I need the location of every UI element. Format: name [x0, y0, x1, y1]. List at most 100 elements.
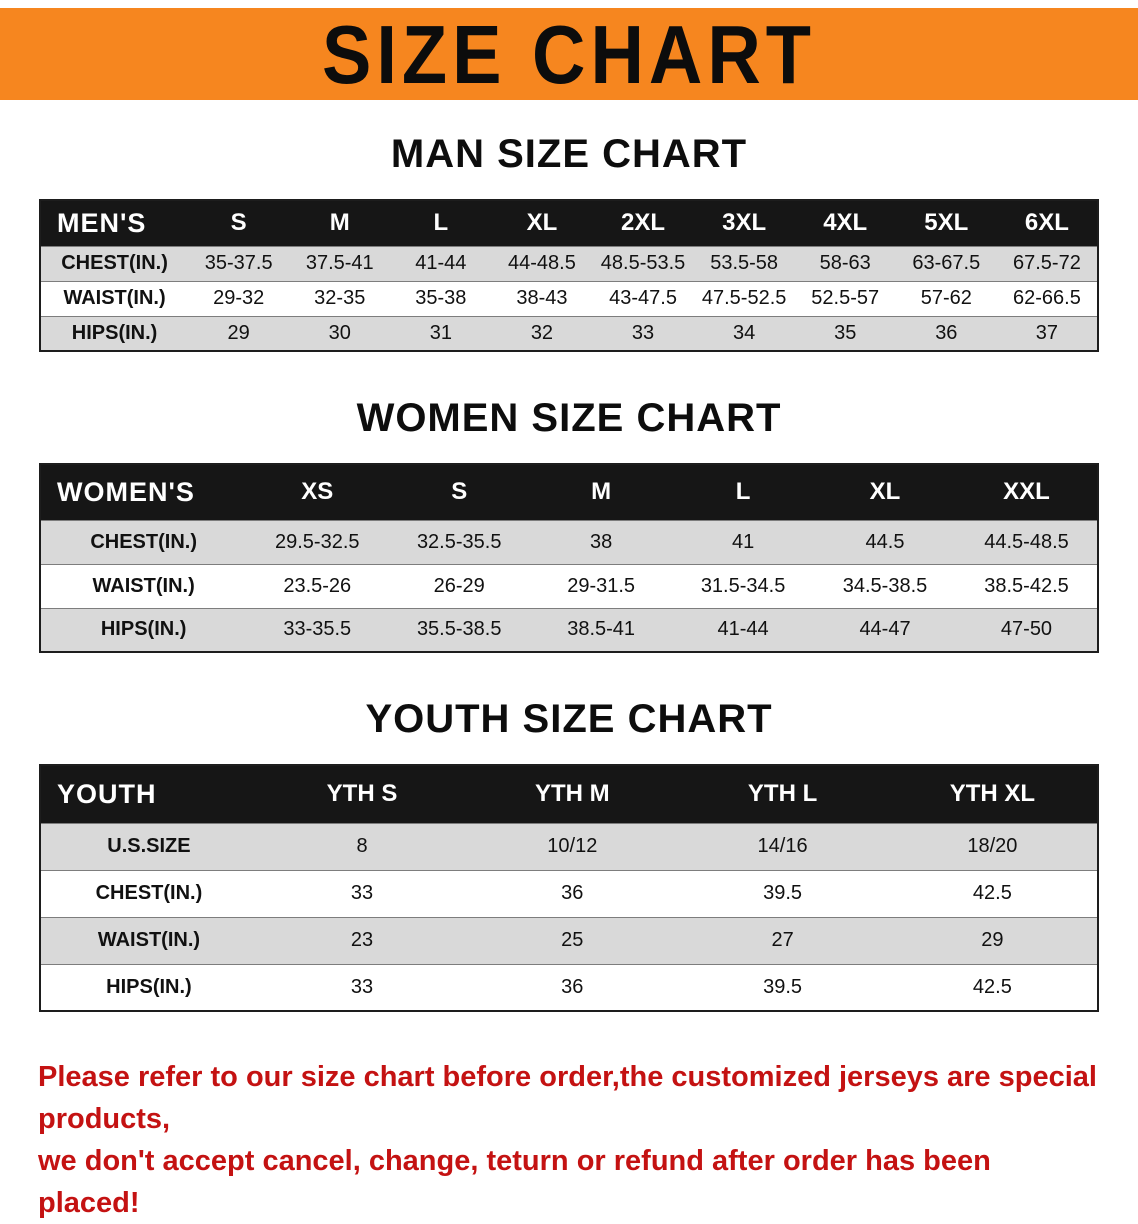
size-value: 47-50 — [1000, 618, 1053, 641]
women-size-table: WOMEN'S XS S M L XL XXL CHEST(IN.) 29.5-32.5 32.5… — [39, 463, 1099, 653]
size-value: 63-67.5 — [912, 252, 981, 274]
size-value: 30 — [328, 321, 351, 344]
banner-title: SIZE CHART — [322, 7, 816, 101]
men-size-table: MEN'S S M L XL 2XL 3XL 4XL 5XL 6XL CHEST(IN.) 35-37… — [39, 199, 1099, 352]
size-value: 39.5 — [763, 975, 803, 998]
table-row: HIPS(IN.) 33 36 39.5 42.5 — [40, 964, 1098, 1011]
size-value: 29-32 — [213, 287, 265, 309]
men-section-heading: MAN SIZE CHART — [390, 132, 748, 176]
size-column-header: YTH M — [534, 780, 610, 808]
table-category-header: WOMEN'S — [57, 476, 195, 507]
size-value: 27 — [771, 929, 794, 951]
size-value: 62-66.5 — [1013, 287, 1081, 309]
size-value: 23.5-26 — [283, 574, 352, 597]
size-column-header: XL — [869, 478, 901, 506]
size-column-header: XS — [301, 478, 334, 506]
size-value: 36 — [561, 882, 584, 904]
size-value: 32 — [530, 321, 554, 344]
row-label: CHEST(IN.) — [95, 882, 203, 904]
section-women: WOMEN SIZE CHART WOMEN'S XS S M L XL XXL CHEST(… — [0, 396, 1138, 653]
size-chart-banner: SIZE CHART — [0, 8, 1138, 100]
size-value: 53.5-58 — [710, 252, 779, 274]
size-value: 67.5-72 — [1013, 252, 1081, 274]
row-label: CHEST(IN.) — [61, 252, 168, 274]
size-value: 33 — [350, 975, 374, 998]
size-value: 44.5 — [865, 530, 905, 553]
size-value: 23 — [350, 929, 374, 951]
size-value: 58-63 — [819, 252, 871, 274]
size-value: 35-37.5 — [204, 252, 273, 274]
size-column-header: L — [735, 478, 751, 506]
size-value: 33 — [350, 882, 374, 904]
size-column-header: L — [433, 209, 449, 237]
youth-size-table: YOUTH YTH S YTH M YTH L YTH XL U.S.SIZE 8 10/12… — [39, 764, 1099, 1012]
table-row: CHEST(IN.) 35-37.5 37.5-41 41-44 44-48.5 48.5… — [40, 246, 1098, 281]
row-label: WAIST(IN.) — [63, 287, 166, 309]
size-value: 8 — [356, 835, 368, 857]
size-value: 38.5-42.5 — [984, 574, 1069, 597]
row-label: CHEST(IN.) — [90, 530, 197, 553]
table-row: HIPS(IN.) 29 30 31 32 33 34 35 36 37 — [40, 316, 1098, 351]
size-value: 42.5 — [972, 882, 1012, 904]
size-value: 38-43 — [516, 287, 568, 309]
section-youth: YOUTH SIZE CHART YOUTH YTH S YTH M YTH L YTH… — [0, 697, 1138, 1012]
table-row: U.S.SIZE 8 10/12 14/16 18/20 — [40, 823, 1098, 870]
size-value: 32.5-35.5 — [416, 530, 502, 553]
table-row: WAIST(IN.) 23.5-26 26-29 29-31.5 31.5-34.5 34… — [40, 564, 1098, 608]
size-value: 18/20 — [967, 835, 1018, 857]
size-value: 57-62 — [920, 287, 972, 309]
size-value: 33 — [631, 321, 655, 344]
table-category-header: YOUTH — [57, 778, 157, 809]
size-column-header: YTH S — [326, 780, 398, 808]
youth-section-heading: YOUTH SIZE CHART — [365, 697, 773, 741]
size-charts: MAN SIZE CHART MEN'S S M L XL 2XL 3XL 4XL 5XL 6XL… — [0, 132, 1138, 1012]
size-column-header: M — [329, 209, 350, 237]
size-column-header: XXL — [1003, 478, 1050, 506]
size-value: 29.5-32.5 — [275, 530, 360, 553]
size-column-header: YTH L — [747, 780, 818, 808]
size-value: 29 — [981, 929, 1004, 951]
size-column-header: 3XL — [722, 209, 767, 237]
size-value: 38.5-41 — [567, 618, 636, 641]
size-value: 35.5-38.5 — [416, 618, 502, 641]
table-header-row: MEN'S S M L XL 2XL 3XL 4XL 5XL 6XL — [40, 200, 1098, 246]
disclaimer-line: we don't accept cancel, change, teturn o… — [38, 1145, 991, 1220]
section-men: MAN SIZE CHART MEN'S S M L XL 2XL 3XL 4XL 5XL 6XL… — [0, 132, 1138, 352]
size-value: 31 — [429, 321, 452, 344]
disclaimer-line: Please refer to our size chart before or… — [38, 1061, 1097, 1136]
table-category-header: MEN'S — [57, 207, 147, 238]
size-value: 37 — [1035, 321, 1059, 344]
table-row: CHEST(IN.) 33 36 39.5 42.5 — [40, 870, 1098, 917]
row-label: HIPS(IN.) — [100, 618, 187, 641]
size-column-header: 6XL — [1024, 209, 1069, 237]
size-column-header: XL — [526, 209, 558, 237]
size-value: 41 — [731, 530, 755, 553]
size-value: 35 — [834, 321, 857, 344]
row-label: WAIST(IN.) — [92, 574, 195, 597]
size-value: 29 — [227, 321, 250, 344]
size-column-header: S — [451, 478, 468, 506]
table-header-row: YOUTH YTH S YTH M YTH L YTH XL — [40, 765, 1098, 823]
table-row: HIPS(IN.) 33-35.5 35.5-38.5 38.5-41 41-44 44-… — [40, 608, 1098, 652]
row-label: U.S.SIZE — [107, 835, 191, 857]
size-value: 37.5-41 — [305, 252, 374, 274]
size-value: 48.5-53.5 — [600, 252, 686, 274]
table-header-row: WOMEN'S XS S M L XL XXL — [40, 464, 1098, 520]
size-value: 47.5-52.5 — [701, 287, 787, 309]
size-column-header: YTH XL — [949, 780, 1036, 808]
size-column-header: 2XL — [621, 209, 666, 237]
size-value: 25 — [561, 929, 584, 951]
size-column-header: 5XL — [924, 209, 969, 237]
size-value: 41-44 — [717, 618, 769, 641]
size-value: 44-47 — [859, 618, 911, 641]
size-value: 26-29 — [433, 574, 485, 597]
row-label: HIPS(IN.) — [106, 975, 192, 998]
disclaimer: Please refer to our size chart before or… — [38, 1056, 1100, 1224]
size-value: 44-48.5 — [508, 252, 576, 274]
row-label: HIPS(IN.) — [71, 321, 158, 344]
size-value: 38 — [590, 530, 613, 553]
size-column-header: M — [591, 478, 612, 506]
size-value: 44.5-48.5 — [984, 530, 1069, 553]
size-value: 43-47.5 — [609, 287, 677, 309]
size-value: 14/16 — [757, 835, 808, 857]
